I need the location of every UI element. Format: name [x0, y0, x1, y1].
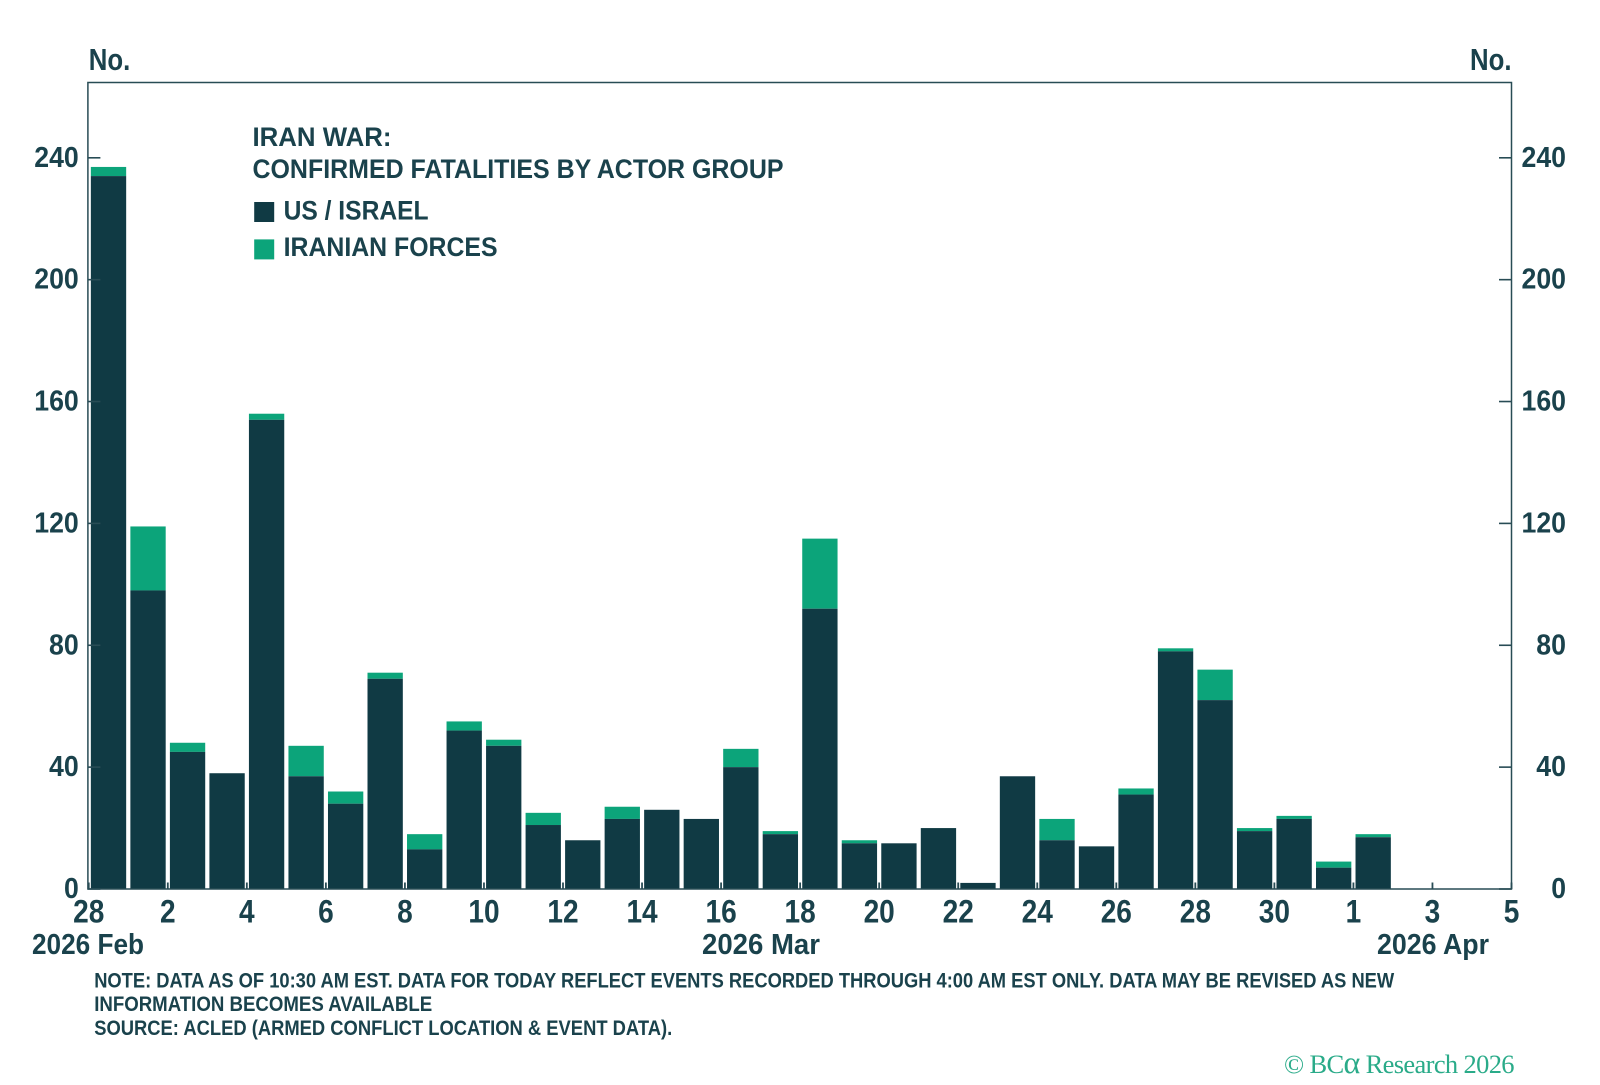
svg-text:4: 4 [239, 893, 255, 929]
svg-text:No.: No. [89, 42, 131, 77]
svg-text:0: 0 [1551, 872, 1566, 904]
svg-text:40: 40 [1536, 750, 1566, 782]
svg-text:200: 200 [34, 263, 79, 295]
svg-text:8: 8 [397, 893, 413, 929]
svg-text:80: 80 [49, 628, 79, 660]
svg-text:CONFIRMED FATALITIES BY ACTOR: CONFIRMED FATALITIES BY ACTOR GROUP [253, 154, 784, 184]
svg-text:2: 2 [160, 893, 176, 929]
svg-text:No.: No. [1470, 42, 1512, 77]
svg-text:© BCα Research 2026: © BCα Research 2026 [1284, 1044, 1514, 1080]
svg-text:18: 18 [785, 893, 816, 929]
svg-text:28: 28 [73, 893, 104, 929]
svg-text:160: 160 [1522, 385, 1567, 417]
svg-text:200: 200 [1522, 263, 1567, 295]
svg-text:40: 40 [49, 750, 79, 782]
svg-text:1: 1 [1346, 893, 1362, 929]
svg-text:3: 3 [1425, 893, 1441, 929]
svg-text:IRANIAN FORCES: IRANIAN FORCES [284, 232, 498, 262]
svg-text:5: 5 [1504, 893, 1520, 929]
svg-text:6: 6 [318, 893, 334, 929]
svg-text:14: 14 [626, 893, 657, 929]
svg-text:0: 0 [64, 872, 79, 904]
svg-text:240: 240 [1522, 141, 1567, 173]
svg-text:240: 240 [34, 141, 79, 173]
svg-text:24: 24 [1022, 893, 1053, 929]
svg-text:120: 120 [1522, 506, 1567, 538]
svg-text:22: 22 [943, 893, 974, 929]
svg-text:28: 28 [1180, 893, 1211, 929]
svg-text:120: 120 [34, 506, 79, 538]
svg-text:160: 160 [34, 385, 79, 417]
svg-text:10: 10 [468, 893, 499, 929]
svg-text:80: 80 [1536, 628, 1566, 660]
svg-text:2026 Apr: 2026 Apr [1377, 929, 1489, 961]
svg-text:30: 30 [1259, 893, 1290, 929]
svg-text:12: 12 [547, 893, 578, 929]
svg-text:2026 Feb: 2026 Feb [32, 929, 144, 961]
svg-text:16: 16 [705, 893, 736, 929]
svg-text:2026 Mar: 2026 Mar [702, 929, 820, 961]
svg-text:US / ISRAEL: US / ISRAEL [284, 196, 429, 226]
svg-text:INFORMATION BECOMES AVAILABLE: INFORMATION BECOMES AVAILABLE [94, 993, 432, 1016]
svg-text:IRAN WAR:: IRAN WAR: [253, 122, 392, 152]
svg-text:NOTE: DATA AS OF 10:30 AM EST.: NOTE: DATA AS OF 10:30 AM EST. DATA FOR … [94, 970, 1394, 993]
svg-text:SOURCE: ACLED (ARMED CONFLICT: SOURCE: ACLED (ARMED CONFLICT LOCATION &… [94, 1017, 672, 1040]
svg-text:26: 26 [1101, 893, 1132, 929]
svg-text:20: 20 [864, 893, 895, 929]
